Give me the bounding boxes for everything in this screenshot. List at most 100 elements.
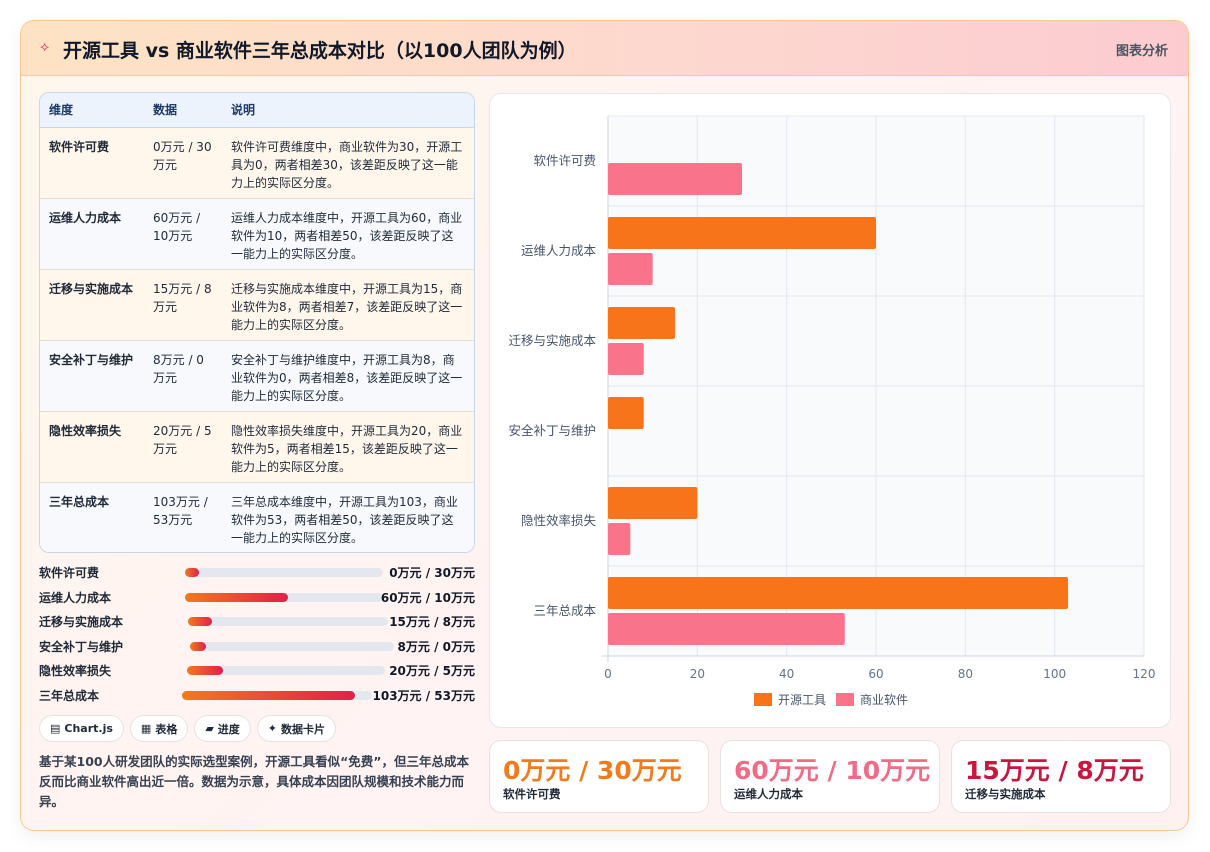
sparkle-icon: ⟡ <box>40 39 50 55</box>
bar-commercial <box>608 163 742 195</box>
progress-fill <box>187 666 223 676</box>
progress-icon: ▰ <box>205 722 214 735</box>
y-tick-label: 软件许可费 <box>533 153 596 168</box>
cell-data: 20万元 / 5万元 <box>144 411 222 483</box>
chip-label: 数据卡片 <box>281 722 326 736</box>
progress-fill <box>182 690 355 700</box>
sparkle-icon: ✦ <box>267 722 278 735</box>
kpi-cards: 0万元 / 30万元 软件许可费 60万元 / 10万元 运维人力成本 15万元… <box>489 740 1171 813</box>
progress-track <box>185 568 383 577</box>
kpi-value: 60万元 / 10万元 <box>734 756 931 785</box>
table-row: 迁移与实施成本 15万元 / 8万元 迁移与实施成本维度中，开源工具为15，商业… <box>40 269 474 341</box>
cell-description: 三年总成本维度中，开源工具为103，商业软件为53，两者相差50，该差距反映了这… <box>222 482 474 552</box>
legend-swatch <box>836 693 854 706</box>
report-card: ⟡ 开源工具 vs 商业软件三年总成本对比（以100人团队为例） 图表分析 维度… <box>20 20 1189 831</box>
table-icon: ▦ <box>140 722 152 735</box>
kpi-label: 迁移与实施成本 <box>965 787 1046 801</box>
cell-description: 隐性效率损失维度中，开源工具为20，商业软件为5，两者相差15，该差距反映了这一… <box>222 411 474 483</box>
table-row: 安全补丁与维护 8万元 / 0万元 安全补丁与维护维度中，开源工具为8，商业软件… <box>40 340 474 412</box>
bar-commercial <box>608 523 631 555</box>
cell-data: 103万元 / 53万元 <box>144 482 222 552</box>
column-header: 说明 <box>222 93 474 128</box>
cell-dimension: 软件许可费 <box>40 127 144 199</box>
table-row: 软件许可费 0万元 / 30万元 软件许可费维度中，商业软件为30，开源工具为0… <box>40 127 474 199</box>
x-tick-label: 80 <box>958 667 973 681</box>
bar-opensource <box>608 397 644 429</box>
chip-data-card[interactable]: ✦ 数据卡片 <box>256 715 337 742</box>
progress-row: 运维人力成本 60万元 / 10万元 <box>39 586 475 611</box>
kpi-label: 软件许可费 <box>503 787 561 801</box>
cell-description: 软件许可费维度中，商业软件为30，开源工具为0，两者相差30，该差距反映了这一能… <box>222 127 474 199</box>
bar-opensource <box>608 487 698 519</box>
bar-opensource <box>608 307 675 339</box>
progress-row: 三年总成本 103万元 / 53万元 <box>39 684 475 709</box>
progress-value: 60万元 / 10万元 <box>380 590 475 605</box>
x-tick-label: 60 <box>868 667 883 681</box>
cell-dimension: 隐性效率损失 <box>40 411 144 483</box>
progress-fill <box>185 592 288 602</box>
legend-label: 开源工具 <box>778 693 826 707</box>
progress-label: 迁移与实施成本 <box>39 615 124 630</box>
cell-dimension: 三年总成本 <box>40 482 144 552</box>
column-header: 数据 <box>144 93 222 128</box>
legend-label: 商业软件 <box>860 692 908 707</box>
x-tick-label: 40 <box>779 667 794 681</box>
progress-value: 103万元 / 53万元 <box>372 688 476 703</box>
header: ⟡ 开源工具 vs 商业软件三年总成本对比（以100人团队为例） 图表分析 <box>21 21 1188 76</box>
cell-data: 8万元 / 0万元 <box>144 340 222 412</box>
progress-track <box>190 641 394 651</box>
progress-label: 安全补丁与维护 <box>39 639 124 654</box>
chip-list: ▤ Chart.js ▦ 表格 ▰ 进度 ✦ 数据卡片 <box>39 715 337 742</box>
bar-chart: 0 20 40 60 80 100 120 软件许可费 运维人力成本 迁移与实施成本 安全补丁与维护… <box>489 93 1171 728</box>
y-tick-label: 三年总成本 <box>533 603 596 618</box>
x-tick-label: 20 <box>690 667 705 681</box>
cell-dimension: 运维人力成本 <box>40 198 144 270</box>
progress-track <box>185 592 383 602</box>
progress-label: 三年总成本 <box>39 688 100 703</box>
cell-description: 安全补丁与维护维度中，开源工具为8，商业软件为0，两者相差8，该差距反映了这一能… <box>222 340 474 412</box>
progress-row: 安全补丁与维护 8万元 / 0万元 <box>39 635 475 660</box>
progress-label: 软件许可费 <box>39 566 100 580</box>
progress-list: 软件许可费 0万元 / 30万元 运维人力成本 60万元 / 10万元 迁移与实… <box>39 561 475 709</box>
cell-dimension: 迁移与实施成本 <box>40 269 144 341</box>
data-table: 维度 数据 说明 软件许可费 0万元 / 30万元 软件许可费维度中，商业软件为… <box>39 92 475 553</box>
y-tick-label: 隐性效率损失 <box>521 513 597 528</box>
progress-track <box>182 690 372 700</box>
bar-opensource <box>608 217 876 249</box>
chip-label: 进度 <box>217 722 240 736</box>
table-row: 隐性效率损失 20万元 / 5万元 隐性效率损失维度中，开源工具为20，商业软件… <box>40 411 474 483</box>
legend-swatch <box>754 693 772 706</box>
bar-commercial <box>608 253 653 285</box>
x-tick-label: 0 <box>604 667 612 681</box>
kpi-card: 0万元 / 30万元 软件许可费 <box>489 740 709 813</box>
cell-data: 15万元 / 8万元 <box>144 269 222 341</box>
chip-table[interactable]: ▦ 表格 <box>129 715 189 742</box>
bar-commercial <box>608 613 845 645</box>
x-tick-label: 120 <box>1133 667 1156 681</box>
progress-track <box>188 617 388 627</box>
y-tick-label: 安全补丁与维护 <box>508 423 596 438</box>
cell-data: 60万元 / 10万元 <box>144 198 222 270</box>
chart-analysis-tag: 图表分析 <box>1115 44 1168 59</box>
progress-label: 隐性效率损失 <box>39 664 112 679</box>
chip-label: Chart.js <box>64 722 113 735</box>
progress-row: 软件许可费 0万元 / 30万元 <box>39 561 475 586</box>
table-header-row: 维度 数据 说明 <box>40 93 474 128</box>
cell-data: 0万元 / 30万元 <box>144 127 222 199</box>
footnote: 基于某100人研发团队的实际选型案例，开源工具看似“免费”，但三年总成本反而比商… <box>39 754 470 809</box>
cell-description: 运维人力成本维度中，开源工具为60，商业软件为10，两者相差50，该差距反映了这… <box>222 198 474 270</box>
bar-commercial <box>608 343 644 375</box>
x-tick-label: 100 <box>1043 667 1066 681</box>
progress-value: 0万元 / 30万元 <box>389 566 475 580</box>
page-title: 开源工具 vs 商业软件三年总成本对比（以100人团队为例） <box>63 40 577 62</box>
kpi-card: 15万元 / 8万元 迁移与实施成本 <box>951 740 1171 813</box>
chip-progress[interactable]: ▰ 进度 <box>194 715 251 742</box>
cell-description: 迁移与实施成本维度中，开源工具为15，商业软件为8，两者相差7，该差距反映了这一… <box>222 269 474 341</box>
kpi-label: 运维人力成本 <box>734 787 803 801</box>
progress-row: 隐性效率损失 20万元 / 5万元 <box>39 659 475 684</box>
progress-fill <box>190 641 207 651</box>
chip-chartjs[interactable]: ▤ Chart.js <box>39 715 124 742</box>
progress-value: 20万元 / 5万元 <box>389 664 475 679</box>
bar-opensource <box>608 577 1069 609</box>
progress-value: 8万元 / 0万元 <box>397 639 475 654</box>
